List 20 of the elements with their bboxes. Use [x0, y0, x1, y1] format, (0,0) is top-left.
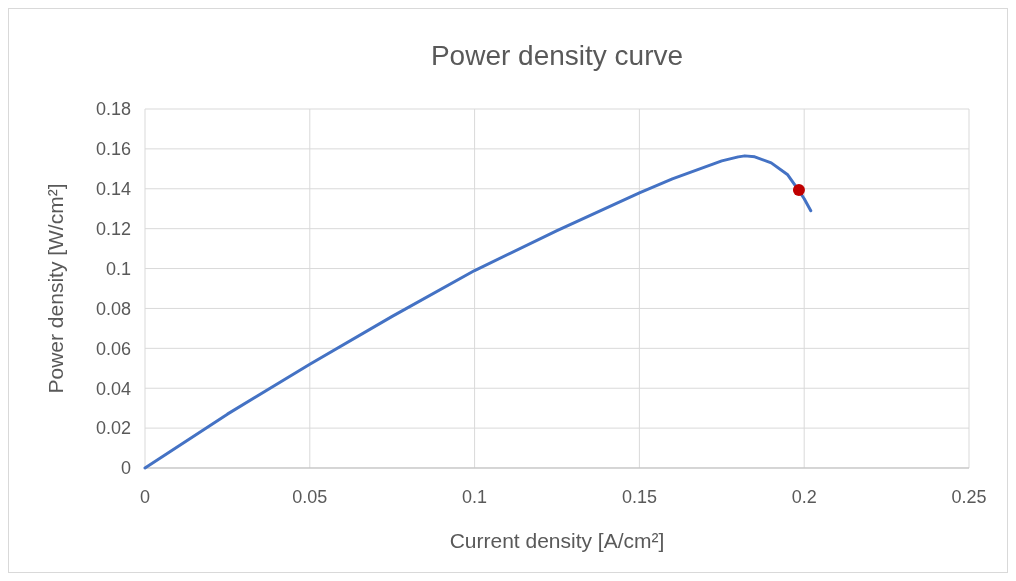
- x-axis-title: Current density [A/cm²]: [449, 529, 665, 552]
- line-series: [143, 154, 813, 470]
- x-tick-label: 0.1: [462, 487, 488, 507]
- x-tick-label: 0.05: [292, 487, 328, 507]
- y-tick-label: 0.02: [95, 418, 131, 439]
- y-tick-label: 0.1: [105, 258, 131, 279]
- x-tick-label: 0.2: [791, 487, 817, 507]
- chart-title: Power density curve: [430, 40, 684, 71]
- y-tick-label: 0.16: [95, 139, 131, 160]
- y-tick-label: 0.04: [95, 378, 131, 399]
- y-tick-label: 0.12: [95, 218, 131, 239]
- y-tick-label: 0.14: [95, 179, 131, 200]
- y-tick-label: 0: [120, 458, 131, 479]
- y-axis-title: Power density [W/cm²]: [44, 183, 67, 394]
- y-tick-label: 0.08: [95, 298, 131, 319]
- y-tick-label: 0.06: [95, 338, 131, 359]
- x-tick-label: 0.15: [621, 487, 657, 507]
- x-tick-label: 0.25: [951, 487, 987, 507]
- y-tick-label: 0.18: [95, 99, 131, 120]
- x-tick-label: 0: [139, 487, 151, 507]
